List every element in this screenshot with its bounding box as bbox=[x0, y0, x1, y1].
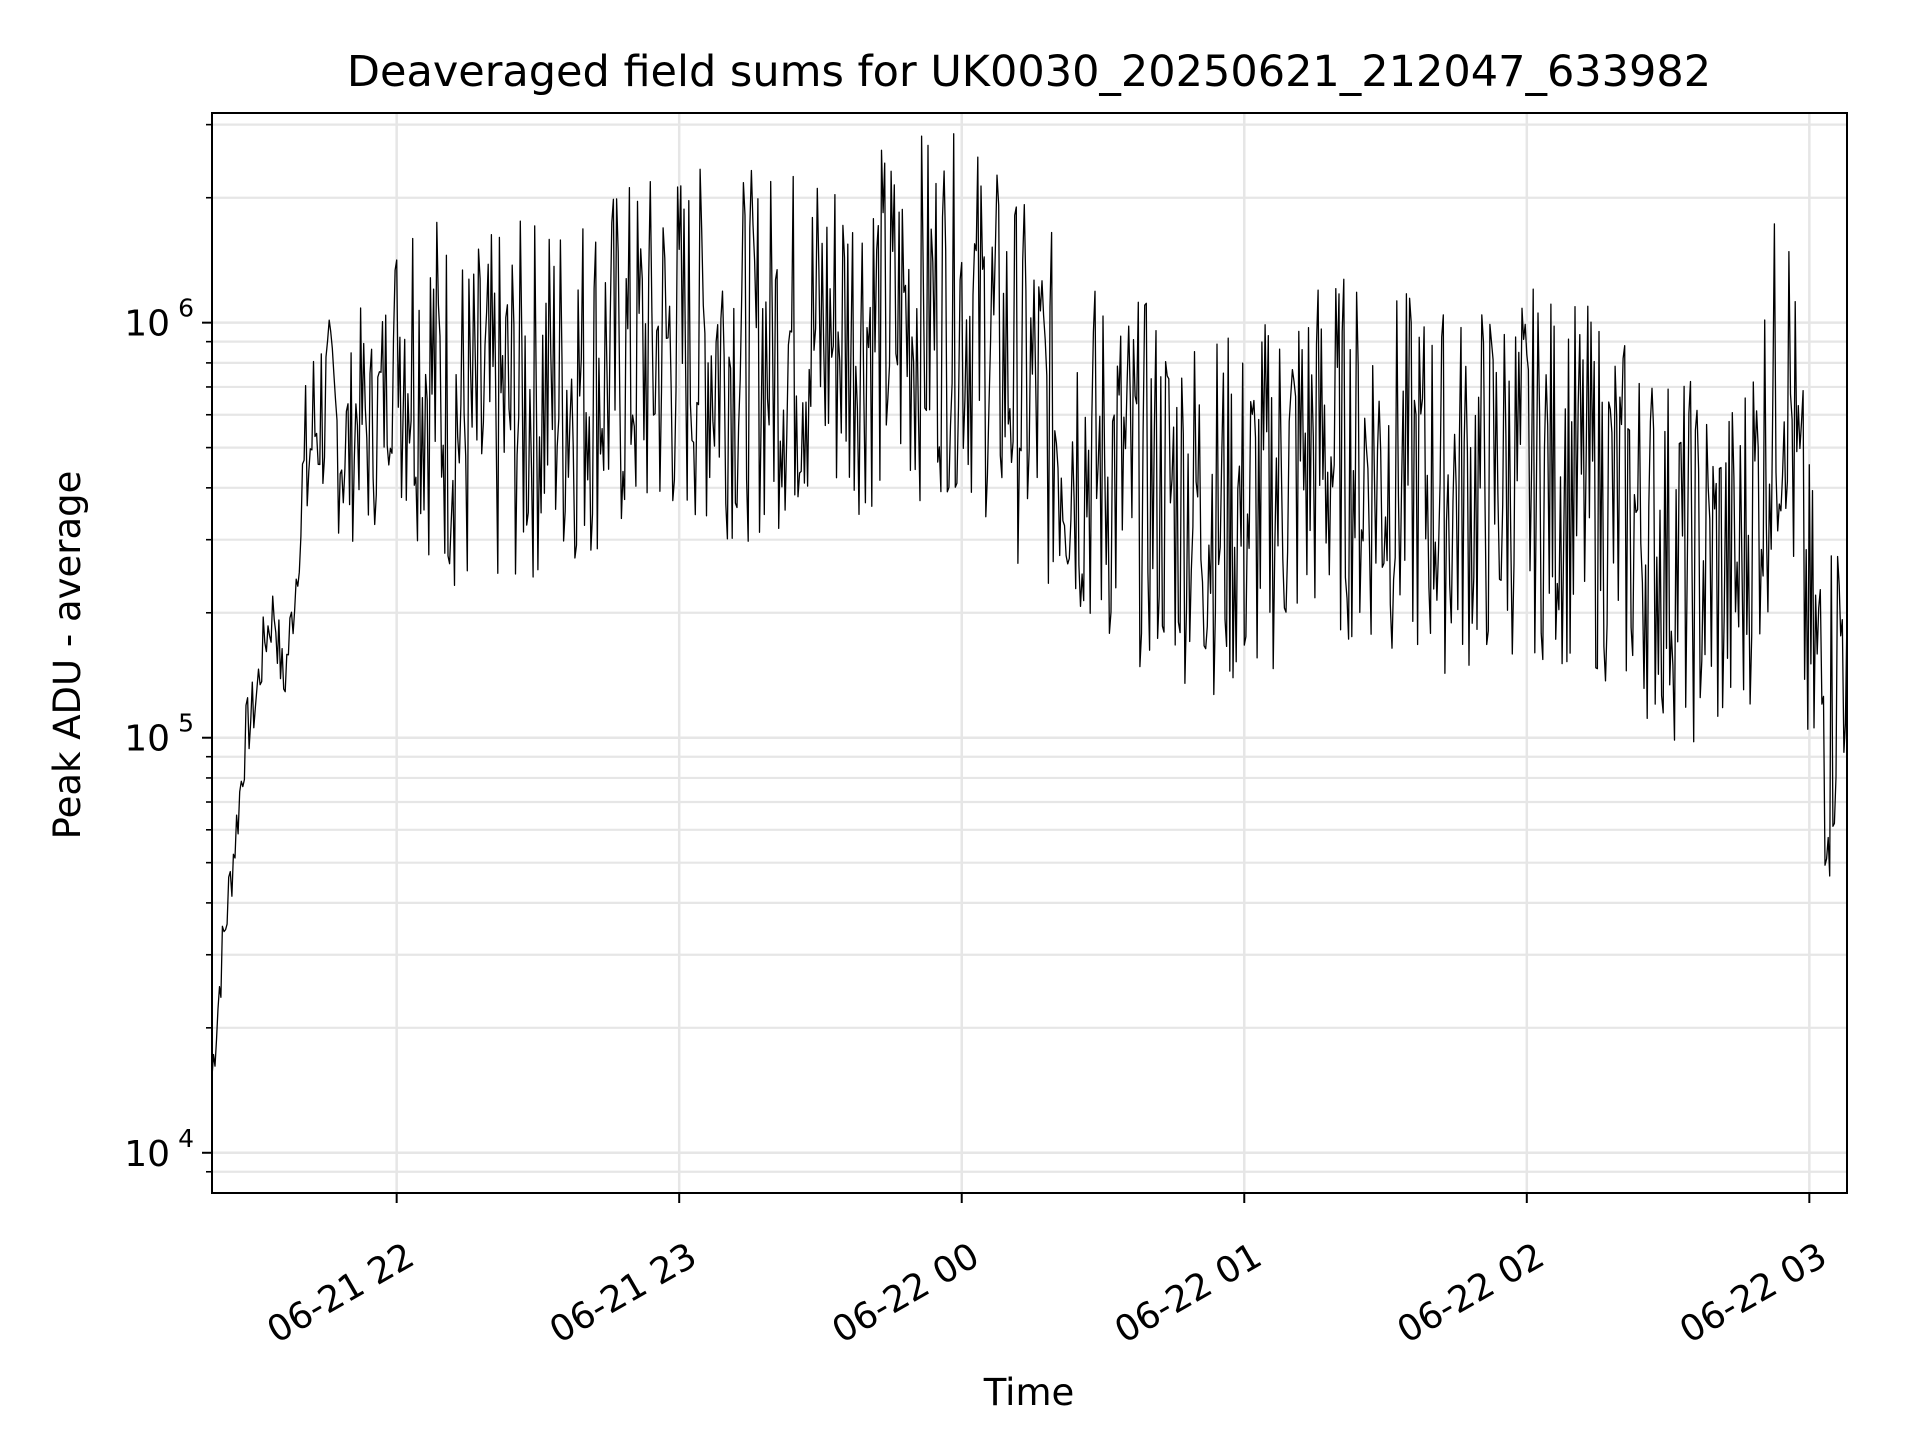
y-tick-label: 10 bbox=[124, 1134, 170, 1175]
y-tick-label: 10 bbox=[124, 719, 170, 760]
plot-frame bbox=[211, 112, 1848, 1194]
y-axis-label: Peak ADU - average bbox=[46, 471, 89, 840]
x-axis-label: Time bbox=[983, 1371, 1075, 1414]
y-tick-exponent: 6 bbox=[178, 294, 194, 323]
y-tick-label: 10 bbox=[124, 304, 170, 345]
series-line bbox=[211, 133, 1848, 1078]
chart-title: Deaveraged field sums for UK0030_2025062… bbox=[347, 47, 1711, 97]
y-tick-exponent: 5 bbox=[178, 709, 194, 738]
y-ticks: 10 4 10 5 10 6 bbox=[124, 123, 212, 1175]
y-tick-exponent: 4 bbox=[178, 1124, 194, 1153]
series-layer bbox=[211, 133, 1848, 1078]
